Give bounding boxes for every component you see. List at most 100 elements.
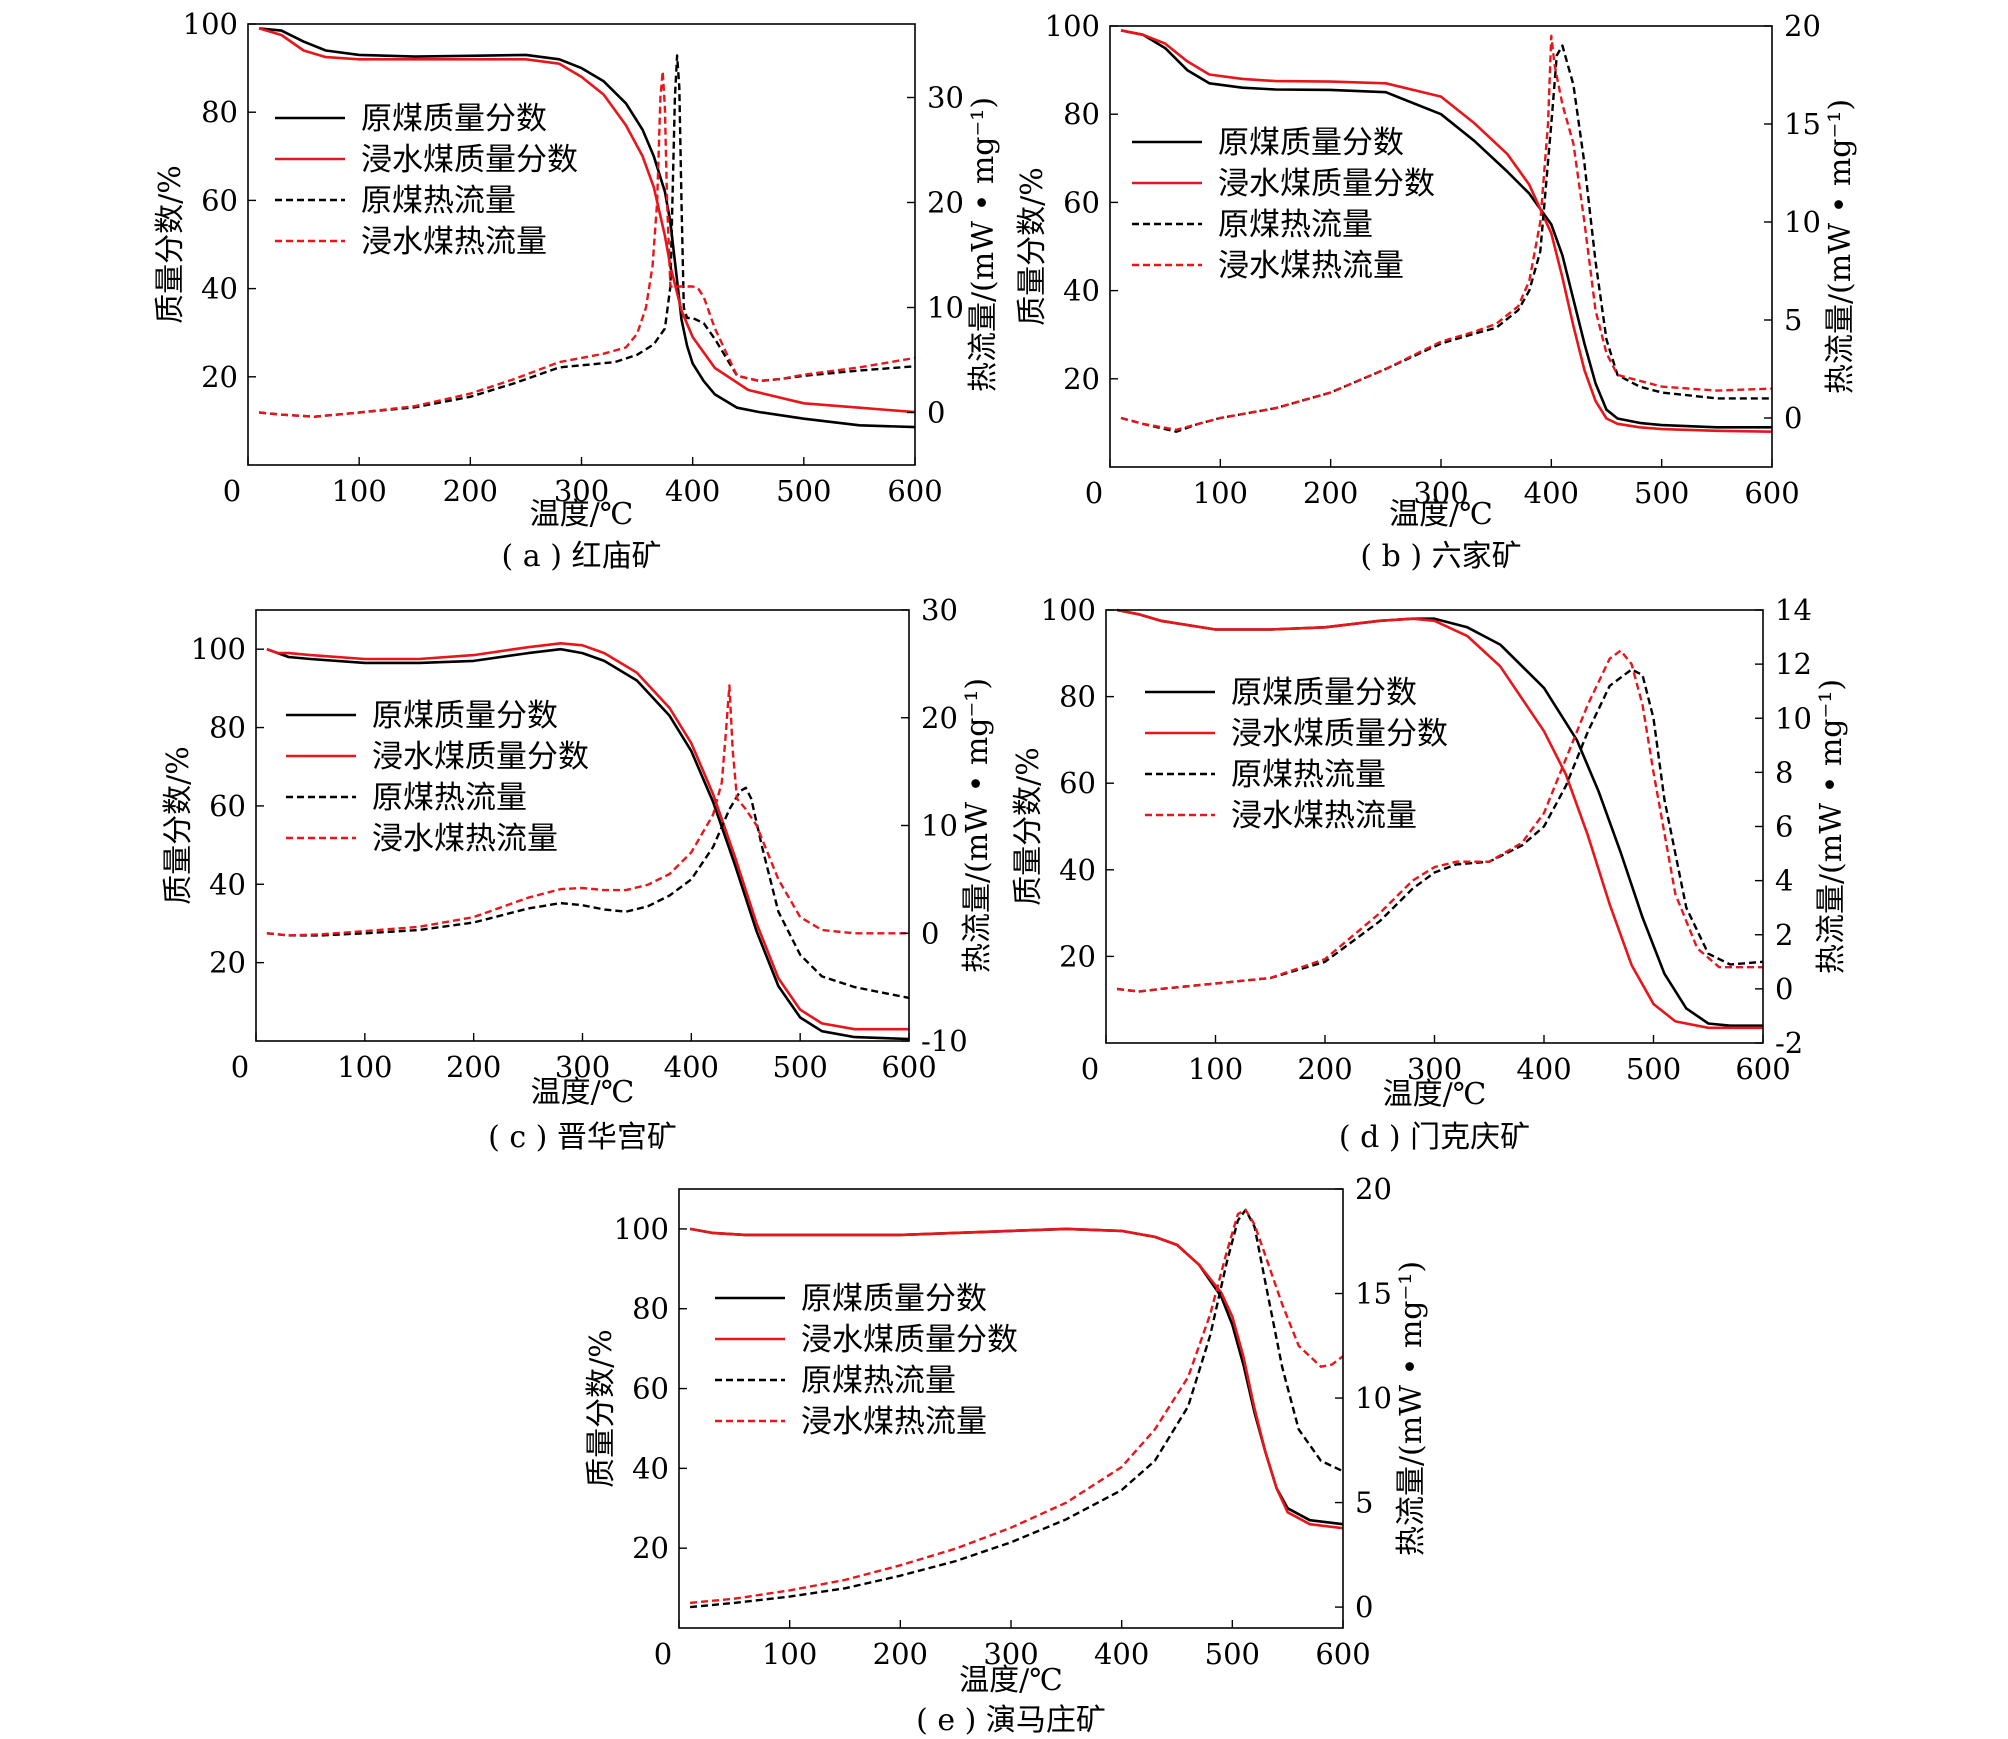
y2-tick-label: 14 [1775, 593, 1812, 627]
plot-frame [1109, 25, 1773, 468]
x-tick-label: 400 [1094, 1637, 1149, 1671]
y2-axis-label: 热流量/(mW • mg⁻¹) [960, 678, 995, 973]
series-line-1 [258, 27, 916, 414]
y-tick-label: 60 [632, 1372, 669, 1406]
series-line-2 [266, 786, 910, 1000]
series-line-1 [1116, 608, 1763, 1030]
y2-tick-label: 20 [1784, 9, 1821, 43]
x-tick-label: 0 [654, 1637, 672, 1671]
x-axis-label: 温度/℃ [1383, 1077, 1487, 1112]
series-line-3 [266, 684, 909, 937]
y2-tick-label: 0 [1355, 1590, 1373, 1624]
series-line-1 [266, 641, 909, 1031]
y2-tick-label: 20 [921, 701, 958, 735]
x-tick-label: 500 [776, 474, 831, 508]
y-tick-label: 100 [191, 632, 246, 666]
plot-frame [247, 23, 916, 466]
y2-tick-label: 5 [1355, 1486, 1373, 1520]
series-line-3 [689, 1208, 1344, 1605]
x-tick-label: 200 [873, 1637, 928, 1671]
y2-tick-label: 12 [1775, 647, 1812, 681]
legend-label: 原煤热流量 [1231, 757, 1386, 793]
x-tick-label: 100 [337, 1050, 392, 1084]
y-tick-label: 40 [201, 272, 238, 306]
y-tick-label: 60 [201, 183, 238, 217]
y2-axis-label: 热流量/(mW • mg⁻¹) [966, 97, 1001, 392]
legend-label: 浸水煤质量分数 [1231, 716, 1448, 752]
y-tick-label: 60 [209, 789, 246, 823]
y-tick-label: 100 [614, 1212, 669, 1246]
y-tick-label: 80 [1059, 680, 1096, 714]
legend-label: 浸水煤质量分数 [361, 142, 578, 178]
x-tick-label: 0 [1081, 1052, 1099, 1086]
y-tick-label: 100 [1045, 9, 1100, 43]
y-tick-label: 40 [1063, 274, 1100, 308]
series-line-0 [258, 27, 916, 429]
series-line-1 [689, 1227, 1344, 1530]
y-tick-label: 80 [209, 711, 246, 745]
x-tick-label: 100 [331, 474, 386, 508]
y2-tick-label: 10 [927, 291, 964, 325]
x-tick-label: 400 [664, 1050, 719, 1084]
y2-axis-label: 热流量/(mW • mg⁻¹) [1823, 99, 1858, 394]
y2-tick-label: 15 [1355, 1277, 1392, 1311]
legend-label: 原煤质量分数 [361, 101, 547, 137]
plot-frame [1105, 609, 1764, 1044]
panel-caption: ( b ) 六家矿 [1360, 539, 1521, 574]
x-tick-label: 300 [554, 474, 609, 508]
y2-tick-label: 30 [921, 593, 958, 627]
y2-tick-label: 10 [1784, 205, 1821, 239]
y-axis-label: 质量分数/% [153, 165, 188, 324]
x-tick-label: 600 [1315, 1637, 1370, 1671]
y2-tick-label: 5 [1784, 303, 1802, 337]
chart-panel-2: 0 100 200 300 400 500 600 20 40 60 80 100 -10 0 10 20 30… [161, 593, 995, 1155]
x-tick-label: 200 [443, 474, 498, 508]
x-tick-label: 0 [231, 1050, 249, 1084]
series-line-3 [1116, 649, 1763, 993]
legend-label: 原煤热流量 [1218, 207, 1373, 243]
y2-tick-label: 8 [1775, 755, 1793, 789]
y-tick-label: 20 [1063, 362, 1100, 396]
legend-label: 浸水煤热流量 [1218, 248, 1404, 284]
panel-caption: ( e ) 演马庄矿 [916, 1703, 1106, 1738]
y-tick-label: 80 [632, 1292, 669, 1326]
y2-tick-label: 15 [1784, 107, 1821, 141]
x-tick-label: 100 [1193, 476, 1248, 510]
y2-tick-label: 30 [927, 81, 964, 115]
x-tick-label: 400 [665, 474, 720, 508]
legend-label: 浸水煤质量分数 [372, 739, 589, 775]
x-tick-label: 400 [1516, 1052, 1571, 1086]
y2-tick-label: 0 [927, 396, 945, 430]
y2-tick-label: 6 [1775, 810, 1793, 844]
x-tick-label: 600 [1735, 1052, 1790, 1086]
legend-label: 原煤质量分数 [372, 698, 558, 734]
series-line-2 [258, 54, 916, 418]
plot-frame [678, 1188, 1344, 1629]
chart-panel-3: 0 100 200 300 400 500 600 20 40 60 80 100 -2 0 2 4 6 8 10 1… [1011, 593, 1849, 1155]
legend-label: 原煤质量分数 [1218, 125, 1404, 161]
y-tick-label: 20 [632, 1531, 669, 1565]
legend-label: 浸水煤热流量 [372, 821, 558, 857]
y2-tick-label: 10 [1775, 701, 1812, 735]
chart-panel-1: 0 100 200 300 400 500 600 20 40 60 80 100 0 5 10 15 20 温度… [1015, 9, 1858, 574]
y2-tick-label: 0 [1784, 401, 1802, 435]
series-line-1 [1120, 29, 1773, 433]
series-line-0 [1116, 608, 1763, 1027]
y-tick-label: 40 [209, 867, 246, 901]
series-line-3 [1120, 34, 1773, 431]
x-tick-label: 100 [1188, 1052, 1243, 1086]
y-tick-label: 20 [201, 360, 238, 394]
y-tick-label: 40 [1059, 853, 1096, 887]
y2-tick-label: 4 [1775, 864, 1793, 898]
y2-tick-label: 20 [1355, 1172, 1392, 1206]
y-tick-label: 80 [201, 95, 238, 129]
chart-panel-0: 0 100 200 300 400 500 600 20 40 60 80 100 0 10 20 30 温度/… [153, 7, 1001, 574]
x-tick-label: 600 [887, 474, 942, 508]
x-tick-label: 500 [1205, 1637, 1260, 1671]
y-tick-label: 100 [183, 7, 238, 41]
